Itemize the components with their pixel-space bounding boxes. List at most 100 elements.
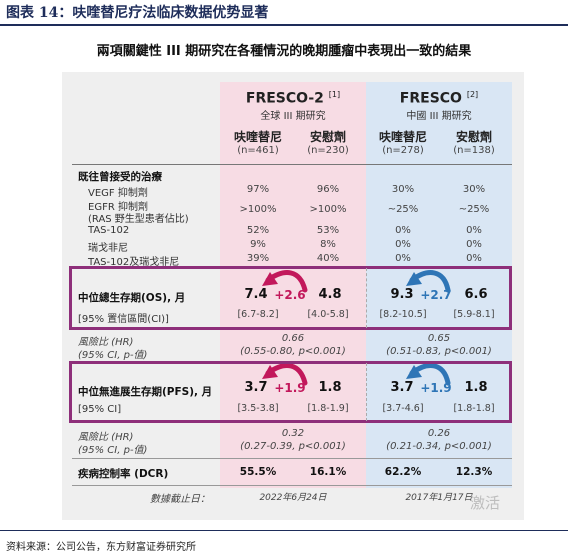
table-cell: 30%	[462, 184, 486, 195]
pfs-value: 3.7	[244, 380, 268, 395]
table-cell: 0%	[395, 239, 411, 250]
pfs-diff-fresco2: +1.9	[274, 381, 306, 395]
os-box-divider	[366, 268, 367, 328]
pfs-ci: [3.5-3.8]	[237, 403, 279, 414]
trial-header-fresco: FRESCO [2] 中國 III 期研究	[366, 90, 512, 122]
pfs-ci: [1.8-1.8]	[453, 403, 495, 414]
pfs-hr-label: 風險比 (HR)	[78, 432, 134, 443]
row-label: TAS-102及瑞戈非尼	[88, 257, 180, 268]
os-label: 中位總生存期(OS), 月	[78, 292, 186, 304]
table-cell: 52%	[246, 225, 270, 236]
os-hr-value: 0.66	[281, 333, 305, 344]
dcr-divider-top	[72, 458, 512, 459]
os-ci: [4.0-5.8]	[307, 309, 349, 320]
pfs-ci: [3.7-4.6]	[382, 403, 424, 414]
dcr-value: 62.2%	[384, 466, 422, 478]
watermark: 激活	[470, 494, 501, 512]
pfs-hr-value: 0.32	[281, 428, 305, 439]
trial-name: FRESCO	[399, 90, 462, 107]
cutoff-date: 2022年6月24日	[259, 493, 327, 503]
row-label: TAS-102	[88, 225, 130, 236]
pfs-hr-detail: (0.21-0.34, p<0.001)	[386, 441, 492, 452]
table-cell: 39%	[246, 253, 270, 264]
arm-header: 安慰劑 (n=230)	[307, 130, 349, 156]
table-cell: 97%	[246, 184, 270, 195]
os-diff-fresco2: +2.6	[274, 288, 306, 302]
pfs-hr-value: 0.26	[427, 428, 451, 439]
source-rule	[0, 530, 568, 531]
cutoff-divider	[72, 485, 512, 486]
cutoff-date: 2017年1月17日	[405, 493, 473, 503]
os-ci: [5.9-8.1]	[453, 309, 495, 320]
trial-name: FRESCO-2	[245, 90, 324, 107]
trial-subtitle: 中國 III 期研究	[406, 110, 472, 122]
pfs-highlight-box	[69, 361, 512, 423]
os-highlight-box	[69, 266, 512, 330]
table-cell: 30%	[391, 184, 415, 195]
os-hr-label-sub: (95% CI, p-值)	[78, 350, 148, 361]
table-cell: 96%	[316, 184, 340, 195]
blue-arrow-head-icon	[406, 272, 422, 286]
os-ci-label: [95% 置信區間(CI)]	[78, 314, 169, 325]
cutoff-label: 數據截止日：	[150, 494, 210, 505]
pfs-value: 1.8	[464, 380, 488, 395]
trial-subtitle: 全球 III 期研究	[260, 110, 326, 122]
arm-header: 呋喹替尼 (n=278)	[378, 130, 427, 156]
arm-header: 呋喹替尼 (n=461)	[233, 130, 282, 156]
pfs-value: 3.7	[390, 380, 414, 395]
table-cell: 9%	[250, 239, 266, 250]
os-hr-value: 0.65	[427, 333, 451, 344]
source-note: 资料来源：公司公告，东方财富证券研究所	[6, 542, 196, 553]
figure-title: 图表 14：呋喹替尼疗法临床数据优势显著	[6, 5, 269, 21]
trial-ref: [1]	[328, 90, 341, 99]
table-cell: 0%	[395, 225, 411, 236]
os-value: 9.3	[390, 287, 414, 302]
pink-arrow-head-icon	[262, 272, 278, 286]
pfs-hr-label-sub: (95% CI, p-值)	[78, 445, 148, 456]
table-cell: 40%	[316, 253, 340, 264]
dcr-value: 55.5%	[239, 466, 277, 478]
os-ci: [6.7-8.2]	[237, 309, 279, 320]
pink-arrow-head-icon	[262, 365, 278, 379]
pfs-ci-label: [95% CI]	[78, 404, 122, 415]
blue-arrow-head-icon	[406, 365, 422, 379]
os-value: 4.8	[318, 287, 342, 302]
table-cell: ~25%	[458, 204, 490, 215]
table-cell: 53%	[316, 225, 340, 236]
os-hr-label: 風險比 (HR)	[78, 337, 134, 348]
table-cell: 8%	[320, 239, 336, 250]
os-ci: [8.2-10.5]	[379, 309, 427, 320]
arm-header: 安慰劑 (n=138)	[453, 130, 495, 156]
table-cell: 0%	[466, 239, 482, 250]
trial-ref: [2]	[466, 90, 479, 99]
table-cell: 0%	[466, 253, 482, 264]
table-cell: >100%	[239, 204, 277, 215]
os-value: 7.4	[244, 287, 268, 302]
os-hr-detail: (0.55-0.80, p<0.001)	[240, 346, 346, 357]
pfs-value: 1.8	[318, 380, 342, 395]
pfs-box-divider	[366, 363, 367, 421]
table-cell: 0%	[395, 253, 411, 264]
os-diff-fresco: +2.7	[420, 288, 452, 302]
os-value: 6.6	[464, 287, 488, 302]
table-cell: ~25%	[387, 204, 419, 215]
pfs-ci: [1.8-1.9]	[307, 403, 349, 414]
row-label: 瑞戈非尼	[88, 243, 128, 254]
trial-header-fresco2: FRESCO-2 [1] 全球 III 期研究	[220, 90, 366, 122]
dcr-value: 12.3%	[455, 466, 493, 478]
row-label-sub: (RAS 野生型患者佔比)	[88, 214, 189, 225]
os-hr-detail: (0.51-0.83, p<0.001)	[386, 346, 492, 357]
pfs-label: 中位無進展生存期(PFS), 月	[78, 386, 213, 398]
pfs-hr-detail: (0.27-0.39, p<0.001)	[240, 441, 346, 452]
pfs-diff-fresco: +1.9	[420, 381, 452, 395]
table-cell: 0%	[466, 225, 482, 236]
dcr-value: 16.1%	[309, 466, 347, 478]
row-label: VEGF 抑制劑	[88, 188, 148, 199]
row-label: EGFR 抑制劑	[88, 202, 148, 213]
prior-treatment-heading: 既往曾接受的治療	[78, 171, 162, 183]
dcr-label: 疾病控制率 (DCR)	[78, 468, 169, 480]
table-cell: >100%	[309, 204, 347, 215]
main-title: 兩項關鍵性 III 期研究在各種情況的晚期腫瘤中表現出一致的結果	[96, 44, 472, 59]
figure-title-rule	[0, 24, 568, 26]
